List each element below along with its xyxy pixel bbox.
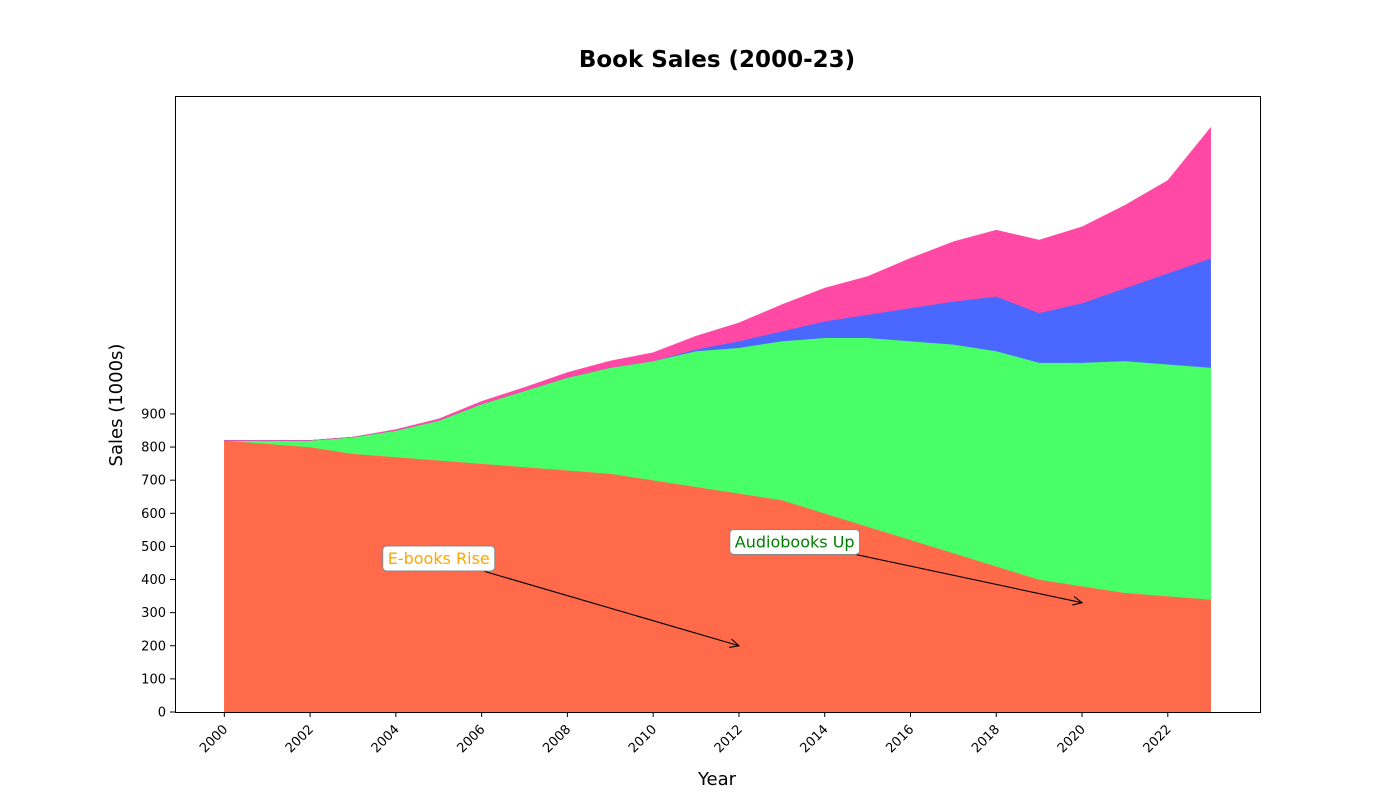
annotations: E-books Rise Audiobooks Up: [382, 528, 1084, 648]
annotation-arrowhead: [728, 638, 741, 648]
y-tick-label: 900: [141, 407, 166, 422]
x-tick-label: 2022: [1141, 722, 1175, 756]
x-axis: 2000 2002 2004 2006 2008 2010 2012 2014 2016 2018…: [197, 712, 1175, 756]
y-axis-label: Sales (1000s): [106, 344, 127, 467]
y-axis: 0 100 200 300 400 500 600 700 800 900: [141, 407, 175, 721]
x-axis-label: Year: [697, 769, 737, 790]
y-tick-label: 200: [141, 639, 166, 654]
annotation-arrowhead: [1072, 596, 1084, 606]
chart-title: Book Sales (2000-23): [579, 47, 855, 73]
annotation-arrow: [438, 557, 740, 647]
x-tick-label: 2000: [197, 722, 231, 756]
annotation-2: Audiobooks Up: [729, 528, 1084, 606]
annotation-box: [382, 545, 496, 572]
x-tick-label: 2006: [454, 722, 488, 756]
annotation-1: E-books Rise: [382, 545, 741, 648]
x-tick-label: 2012: [712, 722, 746, 756]
annotation-label: E-books Rise: [388, 549, 490, 568]
plot-frame: [175, 96, 1261, 713]
x-tick-label: 2014: [798, 722, 832, 756]
x-tick-label: 2020: [1055, 722, 1089, 756]
x-tick-label: 2002: [283, 722, 317, 756]
y-tick-label: 100: [141, 672, 166, 687]
x-tick-label: 2008: [540, 722, 574, 756]
y-tick-label: 400: [141, 573, 166, 588]
area-layers: [224, 126, 1211, 713]
x-tick-label: 2010: [626, 722, 660, 756]
y-tick-label: 500: [141, 540, 166, 555]
y-tick-label: 700: [141, 474, 166, 489]
x-tick-label: 2018: [969, 722, 1003, 756]
annotation-label: Audiobooks Up: [735, 532, 855, 551]
area-series-4: [224, 126, 1211, 441]
x-tick-label: 2004: [369, 722, 403, 756]
y-tick-label: 800: [141, 441, 166, 456]
y-tick-label: 300: [141, 606, 166, 621]
annotation-box: [729, 528, 861, 555]
y-tick-label: 600: [141, 507, 166, 522]
y-tick-label: 0: [158, 706, 166, 721]
x-tick-label: 2016: [883, 722, 917, 756]
